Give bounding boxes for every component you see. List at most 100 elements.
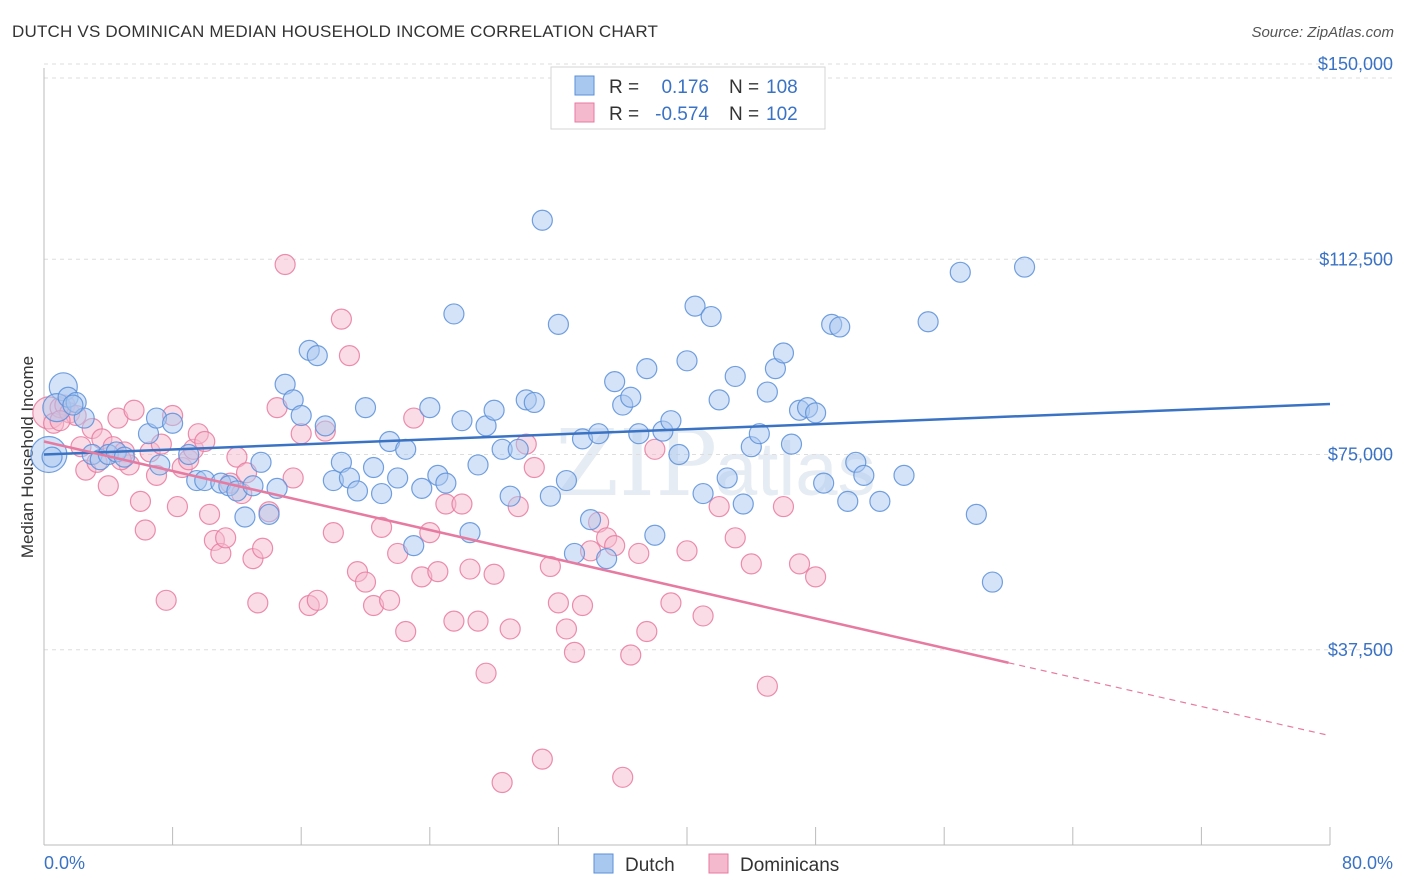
- scatter-point-dominicans: [129, 490, 152, 512]
- scatter-point-dutch: [644, 524, 666, 546]
- legend-swatch-dominicans: [708, 853, 729, 874]
- series-legend: Dutch Dominicans: [593, 853, 839, 876]
- scatter-point-dominicans: [354, 571, 377, 593]
- scatter-point-dutch: [467, 454, 489, 476]
- scatter-point-dutch: [387, 467, 409, 489]
- scatter-point-dutch: [853, 464, 875, 486]
- scatter-point-dutch: [403, 535, 425, 557]
- scatter-point-dominicans: [483, 563, 505, 585]
- scatter-point-dutch: [499, 485, 521, 507]
- stats-n-label-dominicans: N =: [729, 104, 759, 125]
- scatter-point-dutch: [306, 344, 328, 367]
- scatter-point-dutch: [41, 446, 63, 468]
- scatter-point-dominicans: [443, 610, 465, 632]
- y-axis-tick-labels: $37,500 $75,000 $112,500 $150,000: [1318, 54, 1393, 660]
- x-tick-label-min: 0.0%: [44, 853, 85, 873]
- scatter-point-dominicans: [692, 605, 714, 627]
- scatter-point-dutch: [451, 410, 473, 432]
- scatter-point-dutch: [523, 391, 545, 414]
- y-tick-label: $150,000: [1318, 54, 1393, 74]
- scatter-point-dominicans: [708, 495, 730, 518]
- scatter-point-dutch: [242, 475, 264, 497]
- scatter-point-dutch: [604, 371, 626, 393]
- scatter-point-dutch: [772, 342, 795, 364]
- scatter-point-dutch: [869, 490, 891, 512]
- scatter-point-dominicans: [628, 542, 650, 565]
- scatter-point-dutch: [162, 412, 184, 434]
- scatter-point-dominicans: [155, 589, 177, 611]
- scatter-point-dutch: [346, 480, 369, 502]
- scatter-point-dutch: [258, 503, 280, 525]
- scatter-point-dominicans: [252, 537, 274, 559]
- scatter-point-dutch: [965, 503, 987, 525]
- scatter-point-dutch: [443, 303, 465, 325]
- stats-legend-swatch-dominicans: [574, 102, 595, 123]
- scatter-point-dutch: [555, 469, 578, 492]
- stats-r-value-dominicans: -0.574: [655, 104, 709, 125]
- scatter-point-dutch: [813, 472, 835, 494]
- scatter-point-dominicans: [166, 495, 189, 518]
- scatter-point-dominicans: [772, 495, 795, 518]
- scatter-point-dominicans: [467, 610, 489, 632]
- scatter-point-dutch: [981, 571, 1004, 593]
- x-tick-label-max: 80.0%: [1342, 853, 1393, 873]
- scatter-point-dutch: [579, 508, 602, 531]
- scatter-point-dominicans: [97, 475, 119, 497]
- stats-r-label-dominicans: R =: [609, 104, 639, 125]
- scatter-point-dominicans: [555, 618, 578, 640]
- scatter-point-dutch: [362, 456, 385, 479]
- stats-n-value-dominicans: 102: [766, 104, 798, 125]
- legend-swatch-dutch: [593, 853, 614, 874]
- scatter-point-dutch: [539, 485, 561, 507]
- scatter-point-dominicans: [134, 519, 156, 541]
- scatter-point-dominicans: [395, 620, 417, 643]
- scatter-point-dutch: [628, 423, 650, 445]
- y-tick-label: $112,500: [1319, 249, 1393, 269]
- legend-label-dutch: Dutch: [625, 855, 675, 876]
- scatter-point-dominicans: [194, 430, 216, 453]
- scatter-point-dominicans: [215, 527, 237, 549]
- scatter-point-dutch: [636, 358, 658, 380]
- scatter-point-dominicans: [403, 407, 425, 429]
- series-dutch-points: [30, 209, 1036, 593]
- scatter-point-dutch: [724, 365, 746, 388]
- stats-r-label-dutch: R =: [609, 77, 639, 98]
- scatter-point-dutch: [395, 438, 417, 460]
- scatter-point-dutch: [829, 316, 851, 338]
- scatter-point-dutch: [780, 433, 803, 455]
- scatter-point-dominicans: [724, 527, 746, 549]
- scatter-point-dutch: [596, 548, 618, 570]
- scatter-point-dominicans: [676, 540, 698, 562]
- chart-title: DUTCH VS DOMINICAN MEDIAN HOUSEHOLD INCO…: [12, 22, 659, 41]
- scatter-point-dutch: [483, 399, 505, 421]
- scatter-point-dutch: [620, 386, 642, 408]
- scatter-point-dominicans: [370, 516, 393, 539]
- x-axis-ticks: [43, 827, 1331, 845]
- scatter-point-dominicans: [620, 644, 642, 666]
- scatter-point-dutch: [917, 311, 939, 333]
- scatter-point-dominicans: [338, 344, 361, 367]
- trend-line-dominicans-extension: [1008, 662, 1331, 737]
- scatter-point-dutch: [692, 482, 714, 505]
- scatter-point-dutch: [531, 209, 553, 231]
- scatter-point-dutch: [62, 394, 84, 416]
- scatter-point-dominicans: [788, 553, 811, 575]
- scatter-point-dutch: [748, 423, 770, 445]
- scatter-point-dominicans: [491, 771, 513, 794]
- stats-legend-swatch-dutch: [574, 75, 595, 96]
- scatter-point-dominicans: [459, 558, 481, 580]
- scatter-point-dutch: [507, 438, 529, 460]
- scatter-point-dominicans: [247, 592, 269, 614]
- stats-legend-box: [550, 66, 826, 130]
- scatter-point-dutch: [732, 493, 754, 515]
- series-dominicans-points: [32, 253, 827, 794]
- y-axis-title: Median Household Income: [18, 356, 37, 558]
- scatter-point-dominicans: [740, 553, 762, 575]
- scatter-point-dominicans: [499, 618, 521, 640]
- trend-line-dutch: [43, 402, 1331, 456]
- scatter-point-dutch: [676, 350, 698, 372]
- scatter-point-dutch: [435, 472, 457, 494]
- scatter-point-dutch: [290, 404, 312, 427]
- scatter-point-dominicans: [306, 589, 328, 611]
